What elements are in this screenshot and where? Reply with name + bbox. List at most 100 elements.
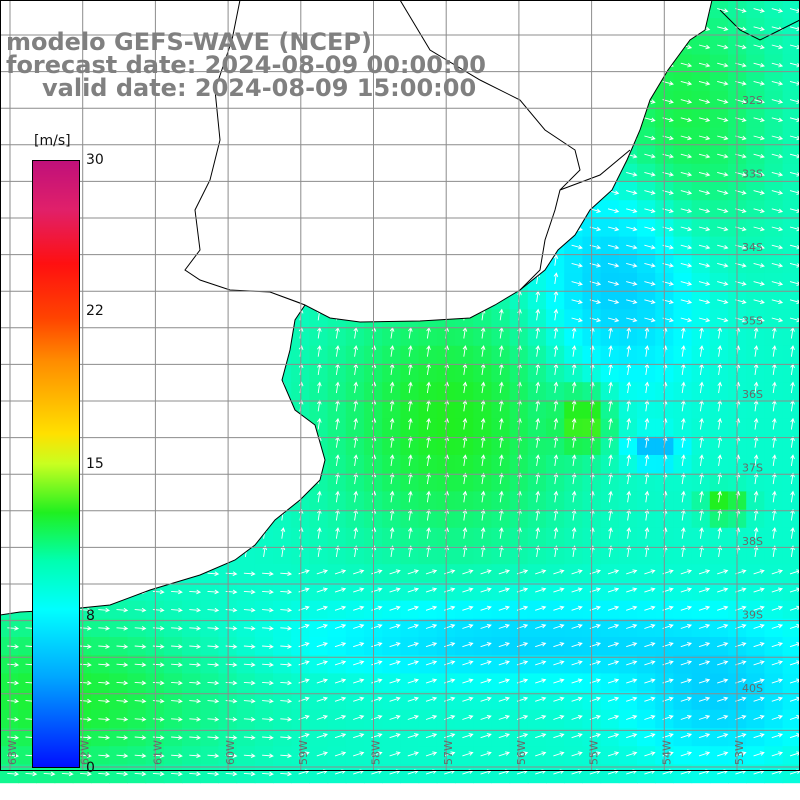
wind-arrow <box>317 527 322 539</box>
wind-arrow <box>480 527 486 539</box>
wind-arrow <box>480 345 486 357</box>
wind-arrow <box>753 244 765 250</box>
wind-arrow <box>498 587 511 593</box>
wind-arrow <box>607 605 620 611</box>
wind-arrow <box>134 680 147 686</box>
wind-arrow <box>407 623 420 629</box>
wind-arrow <box>553 417 559 430</box>
wind-arrow <box>571 244 583 250</box>
wind-arrow <box>426 508 431 521</box>
wind-arrow <box>717 99 729 104</box>
wind-arrow <box>498 660 511 666</box>
wind-arrow <box>553 545 559 557</box>
lon-label: 55W <box>588 740 601 765</box>
wind-arrow <box>171 644 183 649</box>
wind-arrow <box>680 317 693 323</box>
wind-arrow <box>353 569 365 575</box>
wind-arrow <box>317 417 322 430</box>
wind-arrow <box>753 381 759 394</box>
wind-arrow <box>717 454 723 466</box>
wind-arrow <box>644 605 656 611</box>
wind-arrow <box>772 527 777 539</box>
wind-arrow <box>262 644 274 649</box>
wind-arrow <box>771 262 784 268</box>
wind-arrow <box>790 490 795 503</box>
wind-arrow <box>207 698 220 704</box>
wind-arrow <box>644 262 656 268</box>
wind-arrow <box>317 490 322 503</box>
wind-arrow <box>225 662 238 668</box>
wind-arrow <box>462 545 468 557</box>
wind-arrow <box>262 545 268 557</box>
wind-arrow <box>717 117 729 123</box>
wind-arrow <box>426 490 431 503</box>
wind-arrow <box>717 244 729 250</box>
wind-arrow <box>698 317 711 323</box>
wind-arrow <box>608 436 613 448</box>
wind-arrow <box>681 417 686 430</box>
wind-arrow <box>571 623 583 629</box>
wind-arrow <box>644 454 650 466</box>
wind-arrow <box>152 589 165 595</box>
wind-arrow <box>316 587 329 593</box>
wind-arrow <box>316 660 329 666</box>
colorbar-tick-15: 15 <box>86 456 104 472</box>
wind-arrow <box>790 417 795 430</box>
wind-arrow <box>790 436 795 448</box>
wind-arrow <box>717 381 723 394</box>
wind-arrow <box>644 317 656 323</box>
wind-arrow <box>80 662 92 668</box>
wind-arrow <box>207 644 220 649</box>
lat-label: 35S <box>742 315 763 328</box>
wind-arrow <box>753 171 765 177</box>
wind-arrow <box>535 345 541 357</box>
wind-arrow <box>699 436 704 448</box>
wind-arrow <box>608 490 613 503</box>
lon-label: 57W <box>442 740 455 765</box>
wind-arrow <box>571 299 583 305</box>
wind-arrow <box>80 644 92 649</box>
wind-arrow <box>80 680 92 686</box>
wind-arrow <box>408 436 413 448</box>
wind-arrow <box>626 190 638 195</box>
wind-arrow <box>626 472 632 485</box>
wind-arrow <box>7 680 20 686</box>
wind-arrow <box>698 642 711 648</box>
wind-arrow <box>699 345 704 357</box>
wind-arrow <box>626 587 638 593</box>
wind-arrow <box>644 299 656 305</box>
colorbar <box>32 160 80 768</box>
wind-arrow <box>626 417 632 430</box>
wind-arrow <box>717 135 729 141</box>
wind-arrow <box>772 345 777 357</box>
wind-arrow <box>499 381 504 394</box>
wind-arrow <box>717 190 729 195</box>
wind-arrow <box>553 472 559 485</box>
wind-arrow <box>334 642 347 648</box>
wind-arrow <box>152 662 165 668</box>
wind-arrow <box>771 642 784 648</box>
wind-arrow <box>408 490 413 503</box>
wind-arrow <box>353 545 359 557</box>
wind-arrow <box>353 642 365 648</box>
wind-arrow <box>535 454 541 466</box>
wind-arrow <box>717 62 729 68</box>
wind-arrow <box>626 244 638 250</box>
wind-arrow <box>608 454 613 466</box>
wind-arrow <box>425 678 438 684</box>
wind-arrow <box>262 662 274 668</box>
wind-arrow <box>480 436 486 448</box>
wind-arrow <box>334 587 347 593</box>
wind-arrow <box>698 153 711 159</box>
wind-arrow <box>717 226 729 232</box>
wind-arrow <box>607 226 620 232</box>
wind-arrow <box>98 607 111 613</box>
wind-arrow <box>262 680 274 686</box>
wind-arrow <box>462 527 468 539</box>
lat-label: 33S <box>742 168 763 181</box>
wind-arrow <box>753 99 765 104</box>
wind-arrow <box>753 208 765 214</box>
wind-arrow <box>316 678 329 684</box>
wind-arrow <box>207 626 220 631</box>
